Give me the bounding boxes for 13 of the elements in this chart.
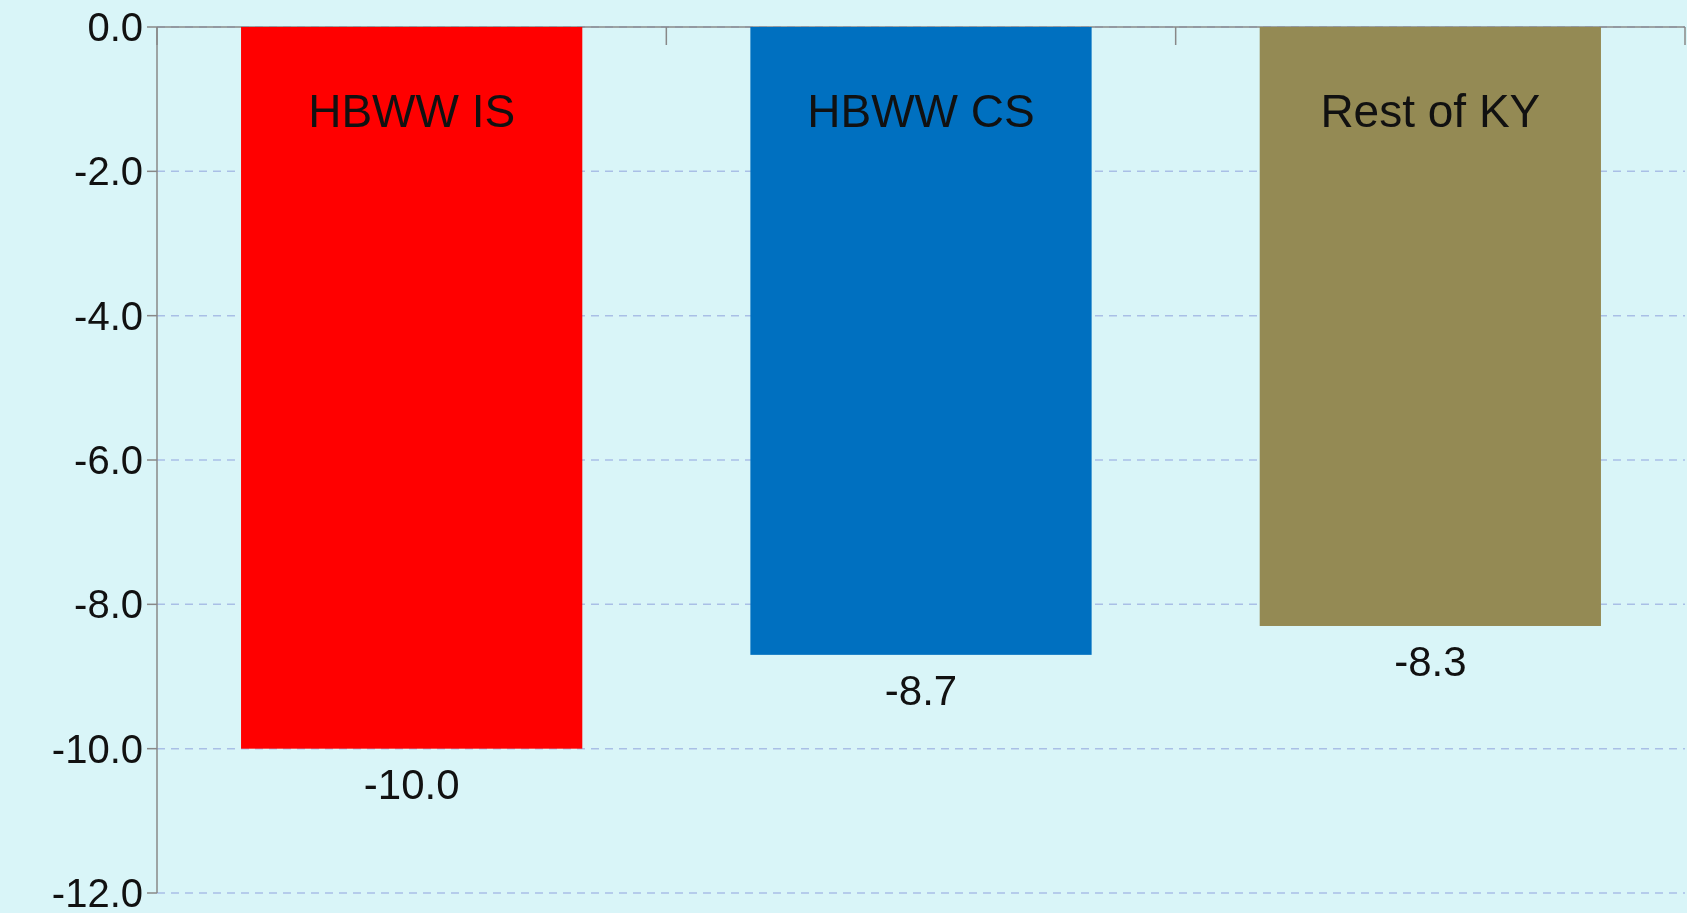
data-label: -8.3 xyxy=(1394,637,1467,685)
data-label: -8.7 xyxy=(884,666,958,714)
y-tick-label: -8.0 xyxy=(74,582,143,627)
y-tick-label: -6.0 xyxy=(74,438,143,482)
data-label: -10.0 xyxy=(363,760,460,808)
x-tick-label: Rest of KY xyxy=(1320,85,1541,137)
y-tick-label: -4.0 xyxy=(74,293,143,338)
y-tick-label: 0.0 xyxy=(87,5,143,49)
x-tick-label: HBWW CS xyxy=(807,85,1035,137)
y-tick-label: -10.0 xyxy=(51,726,143,771)
x-tick-label: HBWW IS xyxy=(308,85,516,137)
y-tick-label: -12.0 xyxy=(51,871,143,913)
y-tick-label: -2.0 xyxy=(74,149,143,194)
